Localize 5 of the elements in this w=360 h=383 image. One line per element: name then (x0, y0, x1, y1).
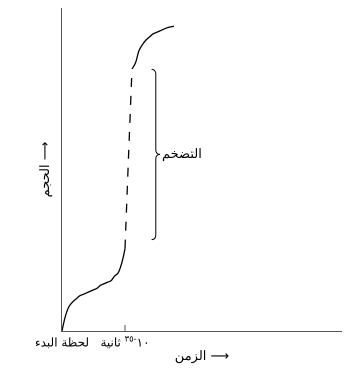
x-tick-label: ١٠$^{-٣٥}$ ثانية (100, 333, 150, 350)
x-axis-title: الزمن ⟶ (174, 349, 230, 364)
y-axis-title: الحجم ⟶ (38, 142, 53, 198)
x-tick-label: لحظة البدء (34, 335, 90, 350)
annotation: التضخم (162, 147, 202, 162)
